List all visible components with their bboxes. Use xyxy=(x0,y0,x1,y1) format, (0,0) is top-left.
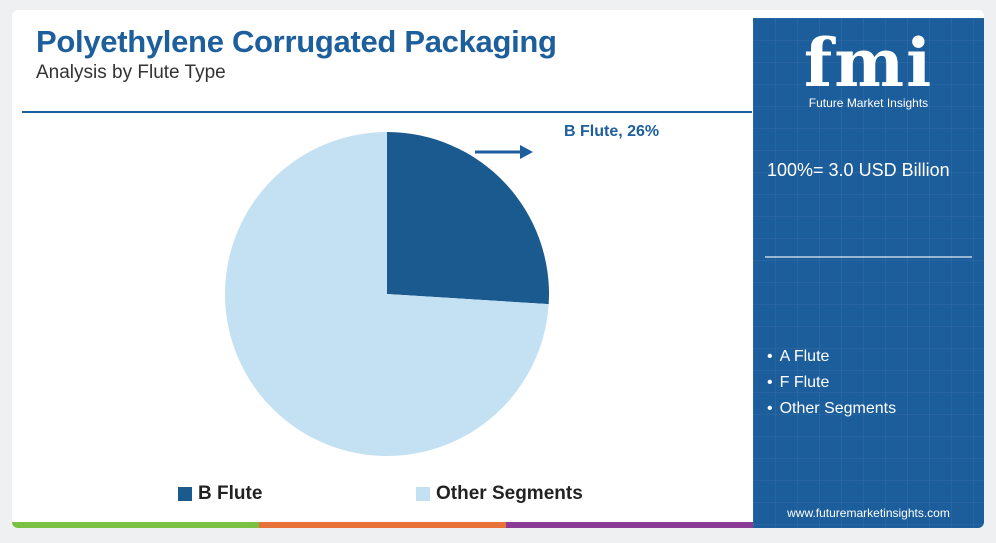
bar-segment xyxy=(259,522,506,528)
pie-slice-b-flute xyxy=(387,132,550,305)
sidebar-pattern xyxy=(753,18,984,528)
bar-segment xyxy=(506,522,753,528)
page-title: Polyethylene Corrugated Packaging xyxy=(36,24,557,59)
list-item: Other Segments xyxy=(767,396,897,422)
pie-slices xyxy=(225,132,550,457)
slice-callout-label: B Flute, 26% xyxy=(564,123,660,140)
title-divider xyxy=(22,111,752,113)
fmi-logo: fmi Future Market Insights xyxy=(753,28,984,110)
page-subtitle: Analysis by Flute Type xyxy=(36,62,226,83)
pie-slice-other-segments xyxy=(225,132,549,457)
sidebar-divider xyxy=(765,256,972,258)
bar-segment xyxy=(12,522,259,528)
list-item: A Flute xyxy=(767,344,896,370)
website-url: www.futuremarketinsights.com xyxy=(787,506,950,520)
logo-mark: fmi xyxy=(803,24,934,102)
legend-label: B Flute xyxy=(198,483,263,504)
logo-text: Future Market Insights xyxy=(808,96,929,110)
bottom-color-bar xyxy=(12,522,753,528)
legend-label: Other Segments xyxy=(436,483,583,504)
other-segments-list: A Flute F Flute Other Segments xyxy=(767,344,897,422)
market-total: 100%= 3.0 USD Billion xyxy=(767,160,950,180)
report-card: Polyethylene Corrugated Packaging Analys… xyxy=(12,10,984,528)
callout-arrow-icon xyxy=(475,145,533,159)
legend-item-other-segments: Other Segments xyxy=(416,483,583,505)
legend-item-b-flute: B Flute xyxy=(178,483,262,505)
legend-swatch xyxy=(178,487,192,501)
pie-chart xyxy=(225,132,550,457)
list-item: F Flute xyxy=(767,370,896,396)
summary-sidebar: fmi Future Market Insights 100%= 3.0 USD… xyxy=(753,18,984,528)
legend-swatch xyxy=(416,487,430,501)
